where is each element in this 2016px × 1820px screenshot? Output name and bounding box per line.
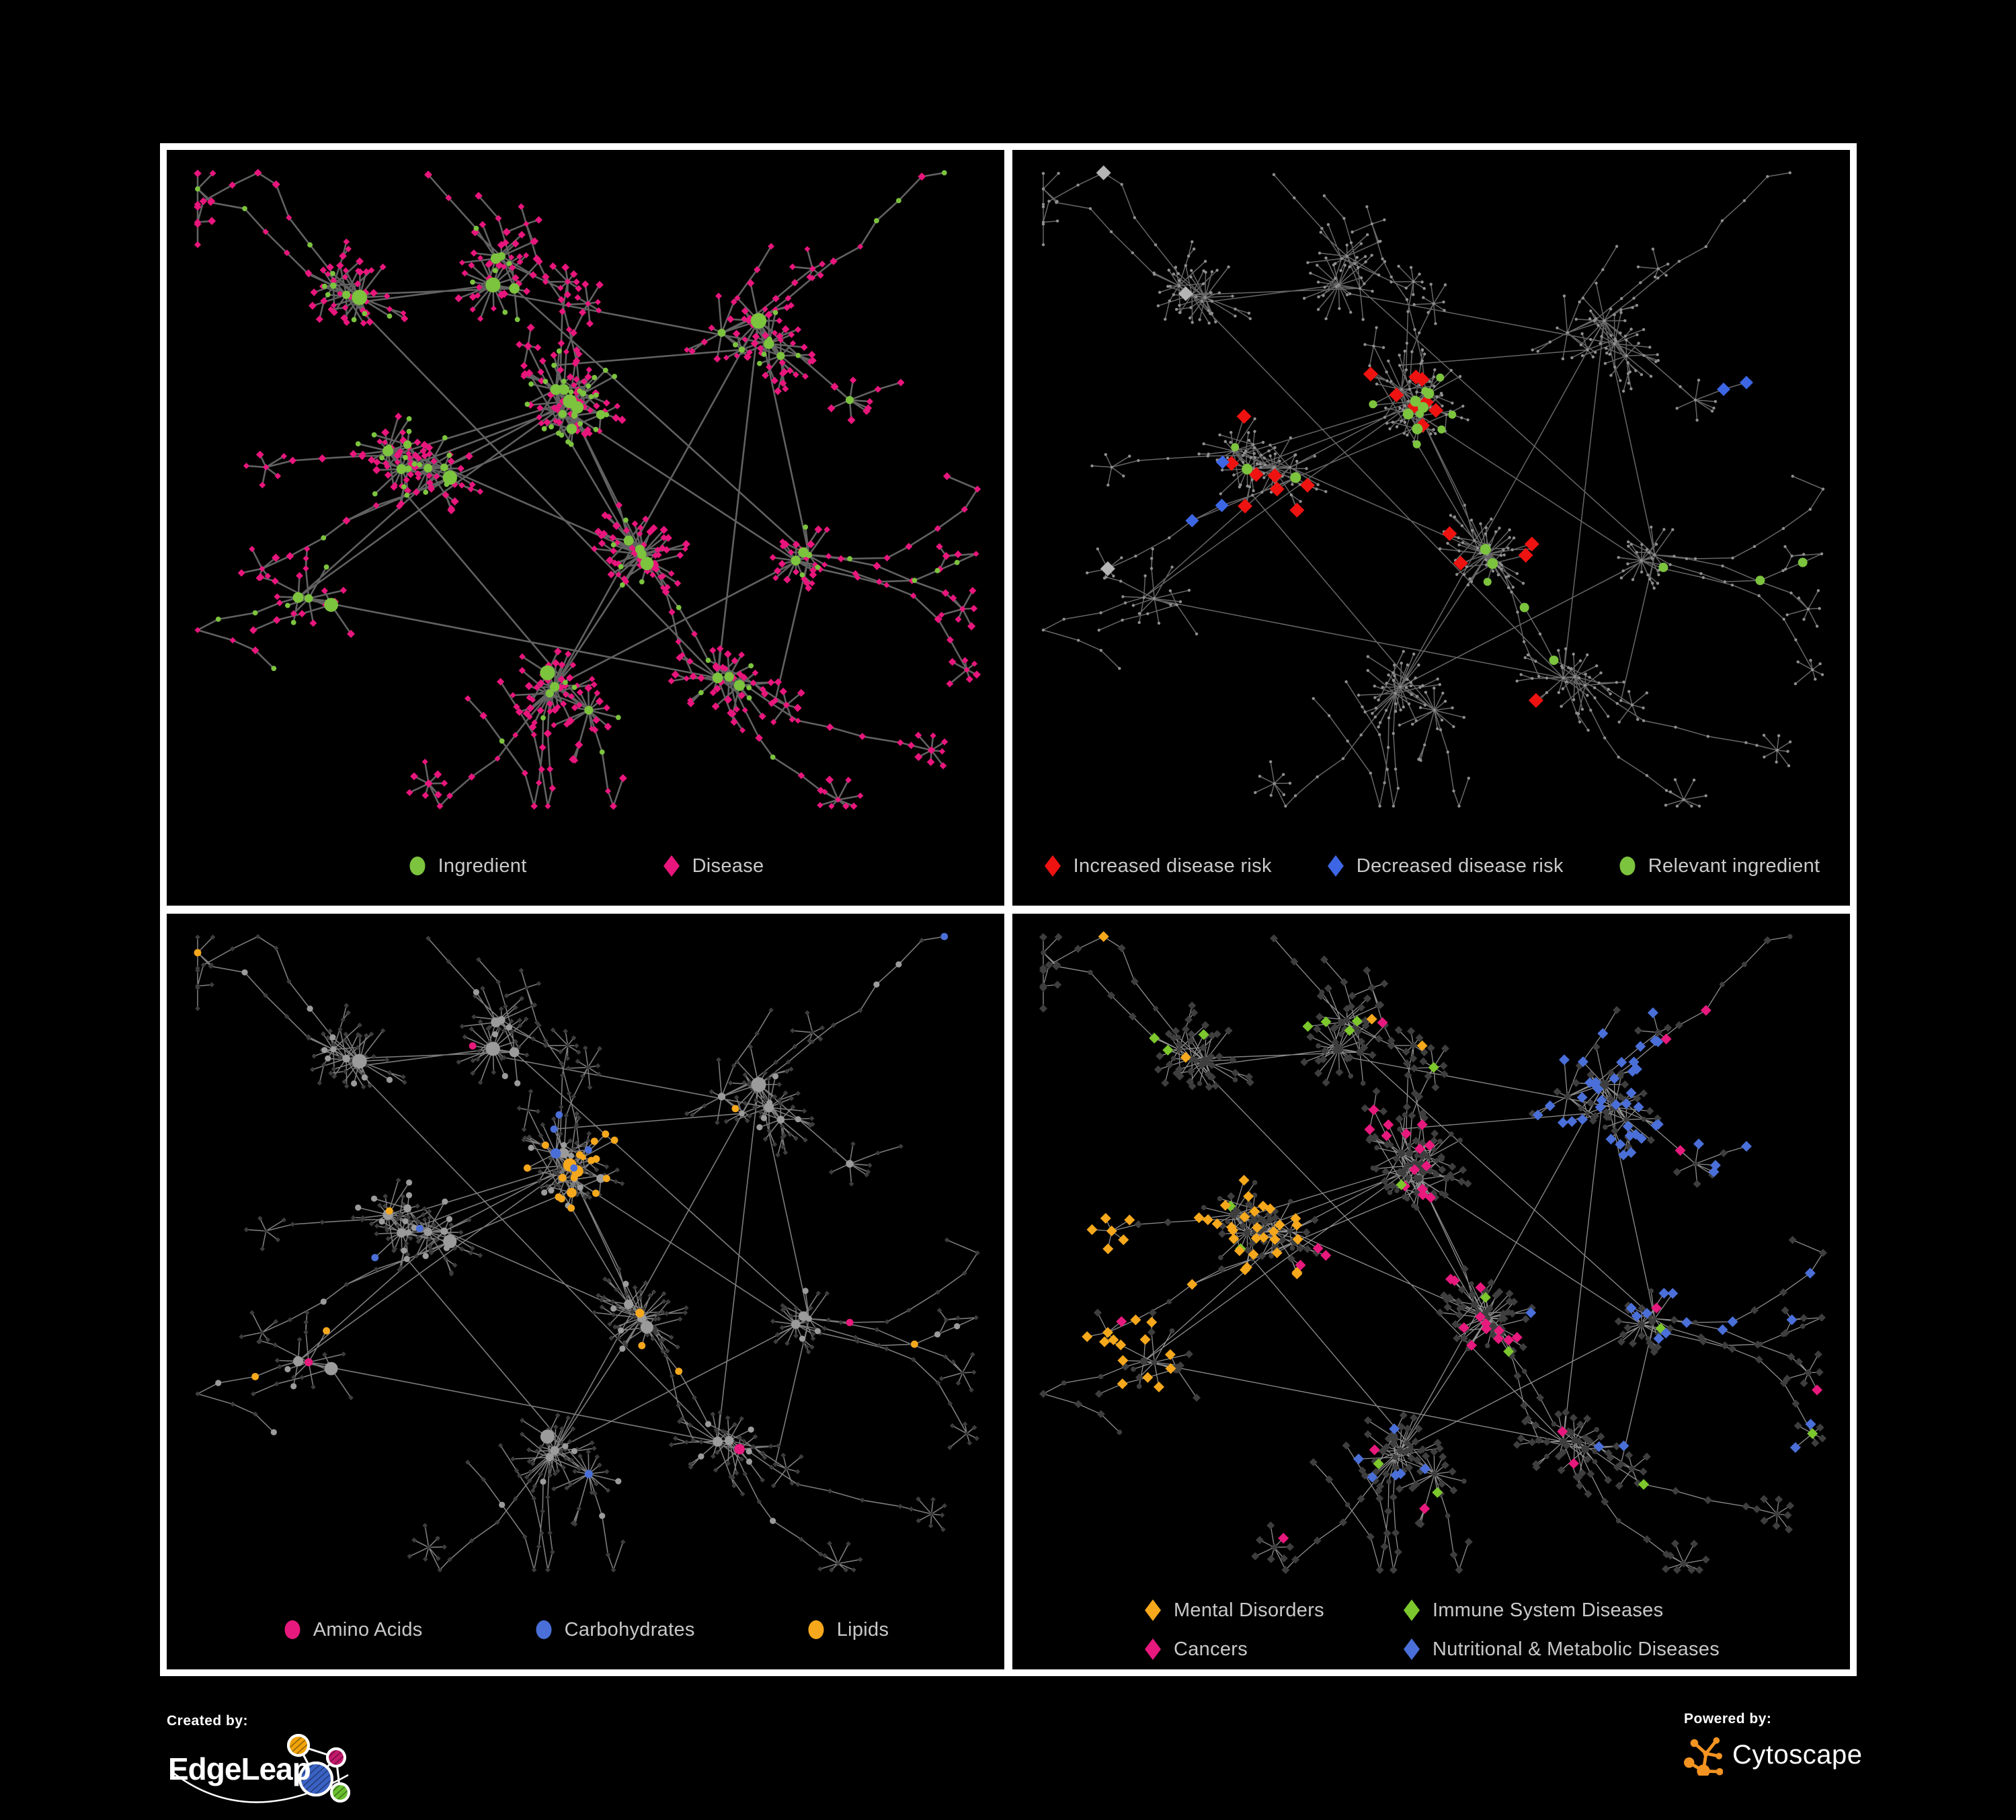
panel-disease-risk: Increased disease risk Decreased disease … [1012,150,1850,906]
edgeleap-logo: EdgeLeap [167,1731,462,1817]
legend-label: Amino Acids [313,1618,423,1640]
legend-item: Ingredient [407,855,527,877]
legend-circle-icon [1619,857,1636,875]
legend-disease-category: Mental Disorders Immune System Diseases Ca… [1012,1590,1850,1669]
powered-by-label: Powered by: [1684,1711,1772,1727]
edgeleap-network-icon [170,1734,350,1803]
legend-label: Lipids [836,1618,889,1640]
network-graph-disease-category [1039,931,1827,1574]
edgeleap-credit: Created by: [167,1713,462,1817]
legend-item: Mental Disorders [1143,1599,1324,1622]
legend-diamond-icon [1403,1599,1420,1621]
panel-grid: Ingredient Disease Increased disease risk… [160,143,1857,1676]
legend-circle-icon [409,857,426,875]
panel-disease-category: Mental Disorders Immune System Diseases Ca… [1012,914,1850,1669]
legend-ingredient-disease: Ingredient Disease [167,826,1004,906]
cytoscape-credit: Powered by: [1684,1711,1862,1776]
legend-items: Mental Disorders Immune System Diseases Ca… [1143,1599,1720,1661]
legend-circle-icon [284,1620,300,1639]
legend-diamond-icon [1044,855,1061,877]
panel-nutrient-class: Amino Acids Carbohydrates Lipids [167,914,1004,1669]
cytoscape-network-icon [1684,1737,1723,1776]
legend-diamond-icon [1403,1638,1420,1660]
legend-item: Disease [661,855,764,877]
legend-label: Nutritional & Metabolic Diseases [1432,1638,1720,1660]
legend-items: Ingredient Disease [407,855,764,877]
legend-disease-risk: Increased disease risk Decreased disease … [1012,826,1850,906]
panel-ingredient-disease: Ingredient Disease [167,150,1004,906]
legend-label: Ingredient [438,855,527,877]
legend-diamond-icon [1144,1599,1161,1621]
legend-label: Mental Disorders [1173,1599,1324,1621]
legend-nutrient-class: Amino Acids Carbohydrates Lipids [167,1590,1004,1669]
cytoscape-wordmark: Cytoscape [1732,1739,1863,1770]
legend-item: Amino Acids [282,1618,423,1641]
legend-diamond-icon [1327,855,1344,877]
edgeleap-wordmark: EdgeLeap [168,1751,311,1786]
legend-label: Increased disease risk [1073,855,1272,877]
legend-items: Increased disease risk Decreased disease … [1043,855,1820,877]
network-graph-nutrient-class [194,933,980,1573]
legend-diamond-icon [663,855,680,877]
legend-item: Immune System Diseases [1402,1599,1720,1622]
cytoscape-logo: Cytoscape [1684,1734,1862,1776]
legend-diamond-icon [1144,1638,1161,1660]
legend-label: Relevant ingredient [1648,855,1820,877]
network-graph-disease-risk [1041,165,1825,808]
legend-item: Carbohydrates [534,1618,695,1641]
legend-label: Cancers [1173,1638,1248,1660]
legend-items: Amino Acids Carbohydrates Lipids [282,1618,889,1641]
legend-circle-icon [536,1620,552,1639]
legend-label: Decreased disease risk [1356,855,1564,877]
legend-label: Immune System Diseases [1432,1599,1664,1621]
legend-label: Carbohydrates [564,1618,695,1640]
legend-item: Decreased disease risk [1326,855,1564,877]
created-by-label: Created by: [167,1713,249,1729]
legend-item: Cancers [1143,1638,1324,1661]
network-graph-ingredient-disease [194,169,981,810]
legend-label: Disease [692,855,764,877]
legend-item: Relevant ingredient [1617,855,1820,877]
legend-item: Nutritional & Metabolic Diseases [1402,1638,1720,1661]
legend-item: Lipids [806,1618,889,1641]
legend-item: Increased disease risk [1043,855,1272,877]
legend-circle-icon [808,1620,824,1639]
